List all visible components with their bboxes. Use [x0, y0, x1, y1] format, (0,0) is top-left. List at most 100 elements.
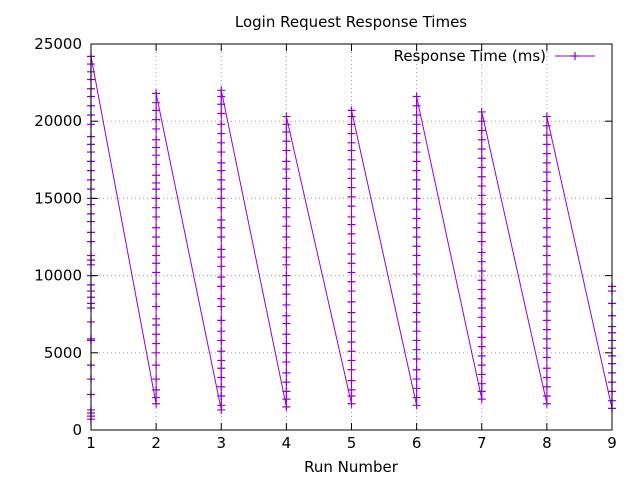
data-point	[152, 259, 161, 268]
data-point	[412, 120, 421, 129]
data-point	[542, 288, 551, 297]
data-point	[152, 194, 161, 203]
data-point	[217, 253, 226, 262]
data-point	[477, 304, 486, 313]
data-point	[477, 172, 486, 181]
x-tick-label: 4	[282, 434, 292, 452]
data-point	[542, 214, 551, 223]
data-point	[282, 185, 291, 194]
data-point	[542, 297, 551, 306]
data-point	[152, 106, 161, 115]
data-point	[542, 373, 551, 382]
data-point	[542, 131, 551, 140]
data-point	[282, 368, 291, 377]
data-point	[152, 212, 161, 221]
data-point	[347, 399, 356, 408]
data-point	[347, 183, 356, 192]
data-point	[412, 129, 421, 138]
data-point	[217, 392, 226, 401]
data-point	[477, 370, 486, 379]
data-point	[282, 330, 291, 339]
data-point	[477, 163, 486, 172]
x-tick-label: 6	[412, 434, 422, 452]
data-point	[217, 262, 226, 271]
data-point	[152, 290, 161, 299]
x-tick-label: 2	[151, 434, 161, 452]
data-point	[152, 330, 161, 339]
data-point	[412, 148, 421, 157]
data-point	[282, 311, 291, 320]
data-point	[282, 165, 291, 174]
data-point	[217, 194, 226, 203]
data-point	[282, 157, 291, 166]
data-point	[152, 348, 161, 357]
data-point	[152, 89, 161, 98]
data-point	[282, 243, 291, 252]
data-point	[477, 395, 486, 404]
data-point	[152, 151, 161, 160]
series-response-time	[87, 52, 616, 424]
data-point	[542, 158, 551, 167]
data-point	[477, 257, 486, 266]
data-point	[542, 223, 551, 232]
data-point	[477, 135, 486, 144]
data-point	[347, 192, 356, 201]
data-point	[217, 373, 226, 382]
data-point	[542, 334, 551, 343]
data-point	[152, 160, 161, 169]
y-tick-label: 5000	[44, 344, 82, 362]
x-tick-label: 9	[607, 434, 617, 452]
legend-marker	[571, 52, 579, 60]
data-point	[217, 185, 226, 194]
data-point	[217, 356, 226, 365]
data-point	[152, 251, 161, 260]
data-point	[542, 382, 551, 391]
data-point	[282, 290, 291, 299]
data-point	[542, 325, 551, 334]
data-point	[477, 117, 486, 126]
data-point	[542, 260, 551, 269]
data-point	[542, 307, 551, 316]
data-point	[347, 277, 356, 286]
data-point	[477, 228, 486, 237]
data-point	[282, 120, 291, 129]
data-point	[282, 260, 291, 269]
data-point	[347, 356, 356, 365]
data-point	[217, 245, 226, 254]
x-tick-label: 8	[542, 434, 552, 452]
data-point	[412, 317, 421, 326]
data-point	[217, 294, 226, 303]
data-point	[412, 354, 421, 363]
data-point	[282, 112, 291, 121]
data-point	[412, 299, 421, 308]
data-point	[412, 138, 421, 147]
data-point	[217, 129, 226, 138]
data-point	[412, 205, 421, 214]
x-tick-label: 7	[477, 434, 487, 452]
data-point	[282, 194, 291, 203]
data-point	[412, 401, 421, 410]
data-point	[347, 212, 356, 221]
data-point	[282, 339, 291, 348]
data-point	[217, 302, 226, 311]
data-point	[282, 387, 291, 396]
data-point	[152, 361, 161, 370]
data-point	[477, 322, 486, 331]
data-point	[477, 294, 486, 303]
data-point	[412, 175, 421, 184]
data-point	[412, 336, 421, 345]
data-point	[542, 112, 551, 121]
data-point	[217, 233, 226, 241]
data-point	[282, 222, 291, 231]
data-point	[477, 387, 486, 396]
legend-label: Response Time (ms)	[394, 47, 546, 65]
data-point	[282, 253, 291, 262]
data-point	[542, 399, 551, 408]
data-point	[152, 203, 161, 212]
data-point	[282, 271, 291, 280]
data-point	[217, 336, 226, 345]
data-point	[412, 185, 421, 194]
legend: Response Time (ms)	[394, 47, 595, 65]
data-point	[347, 308, 356, 317]
